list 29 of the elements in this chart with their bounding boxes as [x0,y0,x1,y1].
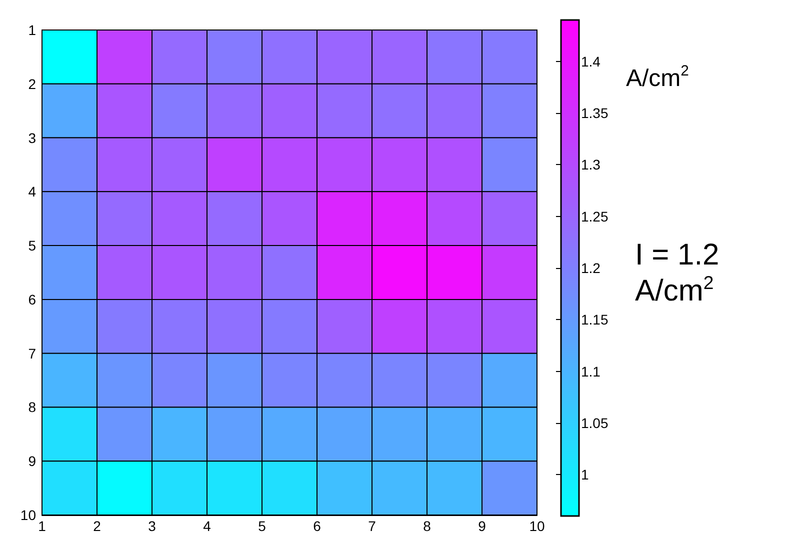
color-bar-label: 1.25 [581,208,608,224]
x-tick-label: 1 [38,518,46,534]
x-tick-label: 6 [313,518,322,534]
color-bar-label: 1.4 [581,53,601,70]
y-tick-label: 2 [28,76,36,92]
y-tick-label: 5 [28,238,36,254]
x-tick-label: 2 [93,518,102,534]
x-tick-label: 8 [423,518,432,534]
y-tick-label: 7 [28,345,36,362]
color-bar-label: 1.3 [581,156,601,173]
y-tick-label: 8 [28,399,36,416]
x-tick-label: 7 [368,518,376,534]
color-bar-label: 1.35 [581,105,608,121]
y-tick-label: 1 [28,22,36,38]
x-tick-label: 3 [148,518,156,534]
y-tick-label: 6 [28,291,36,308]
y-tick-label: 9 [28,453,36,470]
x-tick-label: 5 [258,518,266,534]
x-tick-label: 10 [529,518,545,534]
y-tick-label: 4 [28,184,36,200]
color-bar-label: 1 [581,466,589,483]
color-bar-label: 1.05 [581,415,608,431]
x-tick-label: 9 [478,518,486,534]
x-tick-label: 4 [203,518,212,534]
color-bar-label: 1.1 [581,363,601,380]
color-bar-label: 1.2 [581,260,601,276]
y-tick-label: 10 [20,507,36,523]
y-tick-label: 3 [28,130,36,146]
color-bar-label: 1.15 [581,312,608,328]
